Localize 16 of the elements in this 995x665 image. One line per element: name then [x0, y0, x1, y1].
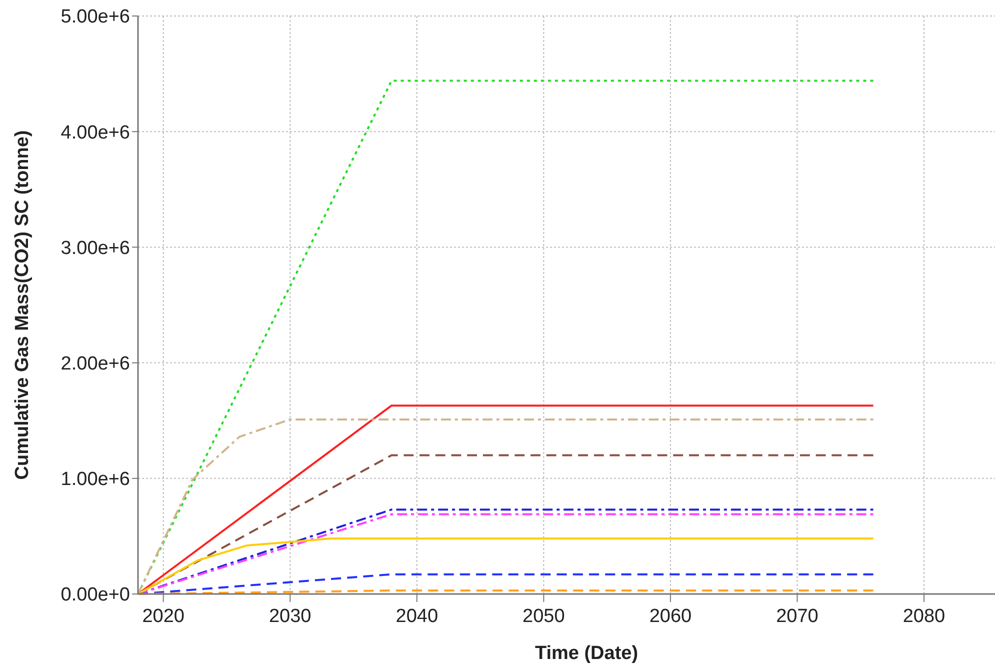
x-tick-label: 2030: [268, 606, 312, 627]
line-series: [137, 538, 874, 595]
y-tick-label: 0.00e+0: [60, 584, 130, 606]
y-tick-label: 3.00e+6: [60, 238, 130, 259]
x-tick-label: 2050: [522, 606, 565, 627]
y-tick-label: 2.00e+6: [60, 353, 130, 374]
y-tick-label: 1.00e+6: [60, 469, 130, 490]
x-tick-label: 2060: [649, 606, 692, 627]
x-tick-label: 2080: [902, 606, 946, 627]
y-tick-label: 5.00e+6: [60, 6, 130, 28]
x-axis-title: Time (Date): [534, 643, 638, 664]
x-tick-label: 2020: [142, 606, 184, 627]
x-tick-label: 2040: [396, 606, 438, 627]
y-tick-label: 4.00e+6: [60, 122, 130, 144]
x-tick-label: 2070: [776, 606, 818, 627]
y-axis-title: Cumulative Gas Mass(CO2) SC (tonne): [12, 130, 33, 480]
